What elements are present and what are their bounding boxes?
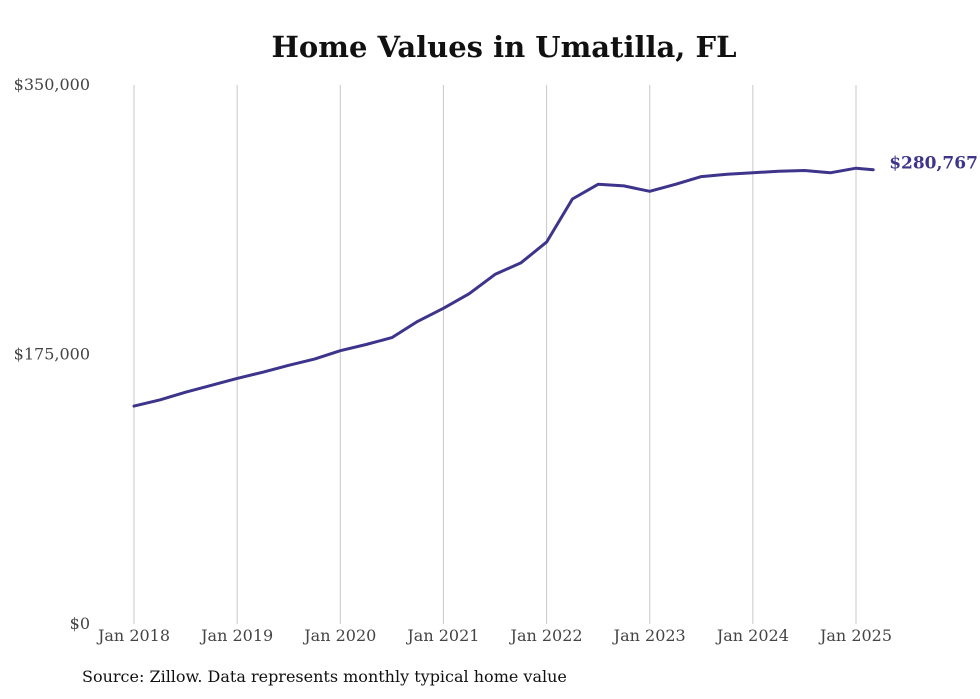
- x-tick-label: Jan 2024: [715, 626, 789, 645]
- chart-title: Home Values in Umatilla, FL: [271, 30, 737, 64]
- y-tick-label: $0: [70, 614, 90, 633]
- series-line: [132, 166, 875, 408]
- y-tick-label: $350,000: [14, 75, 90, 94]
- line-chart: $0$175,000$350,000 Jan 2018 Jan 2019 Jan 2…: [14, 75, 978, 645]
- y-tick-label: $175,000: [14, 345, 90, 364]
- grid-layer: [133, 85, 857, 624]
- series-layer: $280,767: [132, 154, 978, 408]
- x-tick-label: Jan 2022: [509, 626, 583, 645]
- source-note: Source: Zillow. Data represents monthly …: [82, 667, 567, 686]
- x-tick-label: Jan 2020: [302, 626, 376, 645]
- x-tick-label: Jan 2023: [612, 626, 686, 645]
- x-tick-label: Jan 2021: [405, 626, 479, 645]
- x-tick-label: Jan 2018: [96, 626, 170, 645]
- x-tick-label: Jan 2019: [199, 626, 273, 645]
- y-axis-labels: $0 $175,000 $350,000: [14, 75, 90, 633]
- x-axis-labels: Jan 2018 Jan 2019 Jan 2020 Jan 2021 Jan 2022…: [96, 626, 892, 645]
- x-tick-label: Jan 2025: [818, 626, 892, 645]
- end-value-label: $280,767: [889, 154, 978, 174]
